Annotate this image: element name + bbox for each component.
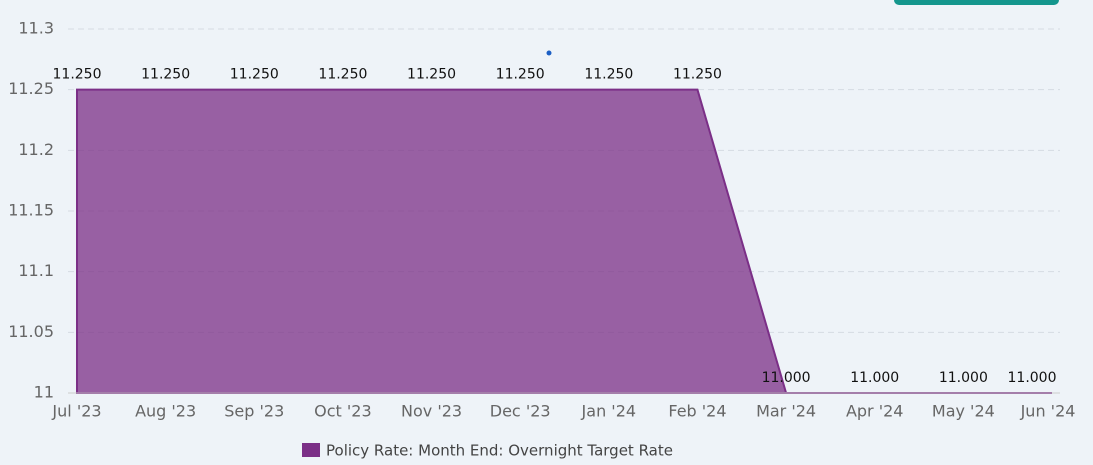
- value-label: 11.250: [496, 67, 545, 83]
- legend-label: Policy Rate: Month End: Overnight Target…: [326, 442, 673, 460]
- x-tick-label: Apr '24: [846, 402, 904, 421]
- y-tick-label: 11.05: [8, 322, 54, 341]
- x-tick-label: Nov '23: [401, 402, 462, 421]
- value-label: 11.250: [584, 67, 633, 83]
- legend: Policy Rate: Month End: Overnight Target…: [302, 442, 673, 460]
- x-tick-label: Sep '23: [224, 402, 284, 421]
- x-tick-label: Dec '23: [490, 402, 551, 421]
- value-label: 11.250: [318, 67, 367, 83]
- value-label: 11.250: [141, 67, 190, 83]
- value-label: 11.250: [230, 67, 279, 83]
- y-tick-label: 11.1: [18, 261, 54, 280]
- value-label: 11.000: [762, 370, 811, 386]
- value-label: 11.000: [850, 370, 899, 386]
- y-tick-label: 11.15: [8, 201, 54, 220]
- value-label: 11.000: [1008, 370, 1057, 386]
- value-label: 11.000: [939, 370, 988, 386]
- y-tick-label: 11.3: [18, 19, 54, 38]
- y-tick-label: 11.25: [8, 79, 54, 98]
- legend-swatch: [302, 443, 320, 457]
- value-label: 11.250: [673, 67, 722, 83]
- x-tick-label: Oct '23: [314, 402, 372, 421]
- x-tick-label: Mar '24: [756, 402, 816, 421]
- value-label: 11.250: [407, 67, 456, 83]
- x-tick-label: May '24: [932, 402, 995, 421]
- top-button[interactable]: [894, 0, 1059, 5]
- x-tick-label: Feb '24: [668, 402, 726, 421]
- y-tick-label: 11.2: [18, 140, 54, 159]
- marker-dot: [546, 50, 552, 56]
- x-tick-label: Aug '23: [135, 402, 196, 421]
- y-tick-label: 11: [34, 383, 54, 402]
- x-tick-label: Jul '23: [51, 402, 101, 421]
- value-label: 11.250: [53, 67, 102, 83]
- x-tick-label: Jan '24: [581, 402, 637, 421]
- x-tick-label: Jun '24: [1020, 402, 1076, 421]
